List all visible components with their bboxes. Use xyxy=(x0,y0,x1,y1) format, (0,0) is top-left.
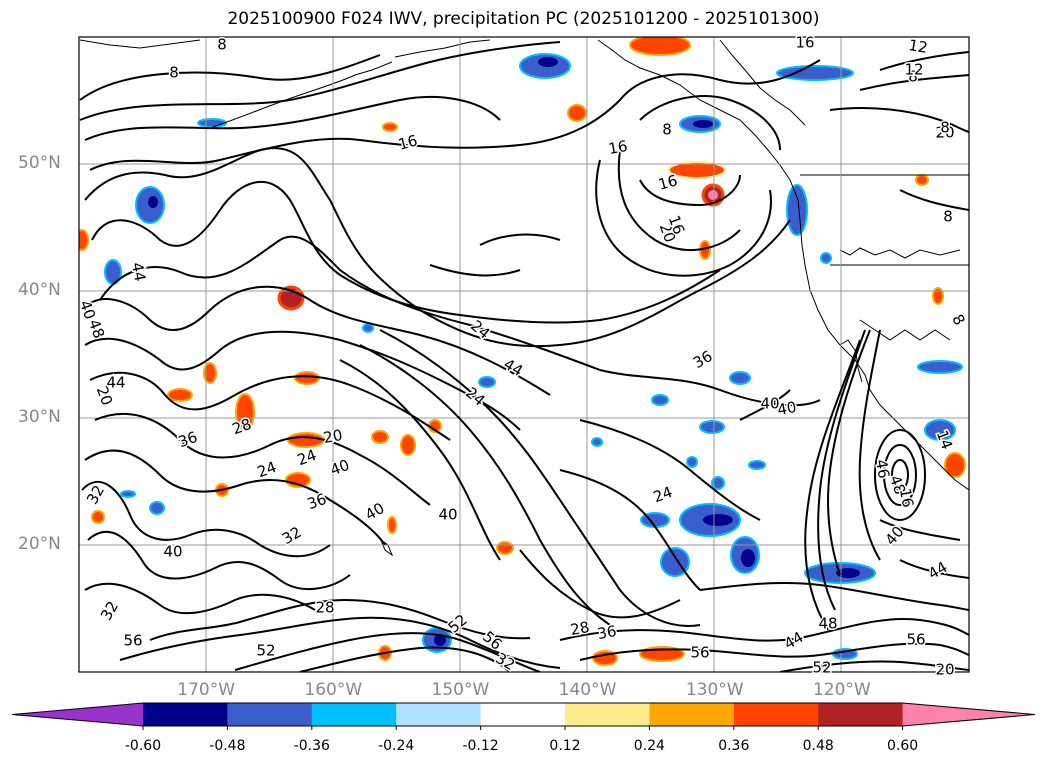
contour-label: 52 xyxy=(812,659,831,677)
colorbar xyxy=(11,702,1036,730)
colorbar-tick-label: 0.60 xyxy=(887,738,919,754)
contour-label: 28 xyxy=(315,599,334,617)
colorbar-tick-label: -0.24 xyxy=(378,738,415,754)
map-frame xyxy=(78,36,970,673)
contour-label: 44 xyxy=(106,374,125,392)
colorbar-extend-min xyxy=(12,703,143,726)
colorbar-tick-label: -0.12 xyxy=(462,738,499,754)
colorbar-segment xyxy=(733,703,819,726)
contour-label: 8 xyxy=(908,68,918,86)
contour-label: 52 xyxy=(256,642,275,660)
contour-label: 16 xyxy=(795,34,814,52)
colorbar-tick-label: 0.36 xyxy=(718,738,750,754)
colorbar-segment xyxy=(565,703,650,726)
contour-label: 56 xyxy=(906,631,925,649)
colorbar-tick-label: 0.24 xyxy=(633,738,665,754)
lat-label: 20°N xyxy=(18,534,61,554)
map-title: 2025100900 F024 IWV, precipitation PC (2… xyxy=(227,9,820,29)
colorbar-segment xyxy=(480,703,566,726)
iwv-contours xyxy=(79,41,969,672)
lon-label: 130°W xyxy=(685,680,744,700)
contour-label: 12 xyxy=(904,61,923,79)
contour-label: 8 xyxy=(943,208,953,226)
contour-label: 16 xyxy=(607,137,629,158)
contour-label: 40 xyxy=(76,298,99,322)
contour-label: 8 xyxy=(169,64,179,82)
contour-label: 40 xyxy=(760,395,779,413)
contour-label: 40 xyxy=(163,543,182,561)
contour-label: 8 xyxy=(940,119,950,137)
contour-label: 28 xyxy=(569,618,591,639)
contour-label: 16 xyxy=(896,487,917,509)
contour-label: 36 xyxy=(596,622,618,643)
contour-label: 40 xyxy=(776,398,798,419)
contour-label: 48 xyxy=(818,615,837,633)
colorbar-segment xyxy=(143,703,228,726)
lat-label: 50°N xyxy=(18,153,61,173)
colorbar-segment xyxy=(396,703,482,726)
contour-label: 8 xyxy=(217,36,227,54)
lat-label: 40°N xyxy=(18,280,61,300)
colorbar-segment xyxy=(649,703,735,726)
contour-label: 20 xyxy=(935,124,954,142)
lon-label: 150°W xyxy=(431,680,490,700)
contour-label: 20 xyxy=(935,661,954,679)
precip-negative-areas xyxy=(104,53,963,660)
contour-label: 44 xyxy=(128,261,149,283)
contour-label: 40 xyxy=(438,506,457,524)
lon-label: 170°W xyxy=(177,680,236,700)
contour-label: 20 xyxy=(322,426,344,447)
colorbar-tick-label: -0.60 xyxy=(124,738,162,754)
lon-label: 140°W xyxy=(558,680,617,700)
colorbar-tick-label: -0.36 xyxy=(293,738,330,754)
colorbar-tick-label: 0.12 xyxy=(549,738,581,754)
colorbar-tick-label: -0.48 xyxy=(209,738,246,754)
contour-label: 56 xyxy=(123,632,142,650)
colorbar-tick-label: 0.48 xyxy=(802,738,834,754)
lon-label: 120°W xyxy=(812,680,871,700)
colorbar-segment xyxy=(311,703,397,726)
lon-label: 160°W xyxy=(304,680,363,700)
contour-label: 56 xyxy=(690,644,709,662)
contour-label: 8 xyxy=(662,121,672,139)
lat-label: 30°N xyxy=(18,407,61,427)
coastlines xyxy=(79,39,969,557)
colorbar-extend-max xyxy=(902,703,1035,726)
colorbar-segment xyxy=(227,703,313,726)
colorbar-segment xyxy=(818,703,904,726)
contour-label: 12 xyxy=(907,36,929,57)
